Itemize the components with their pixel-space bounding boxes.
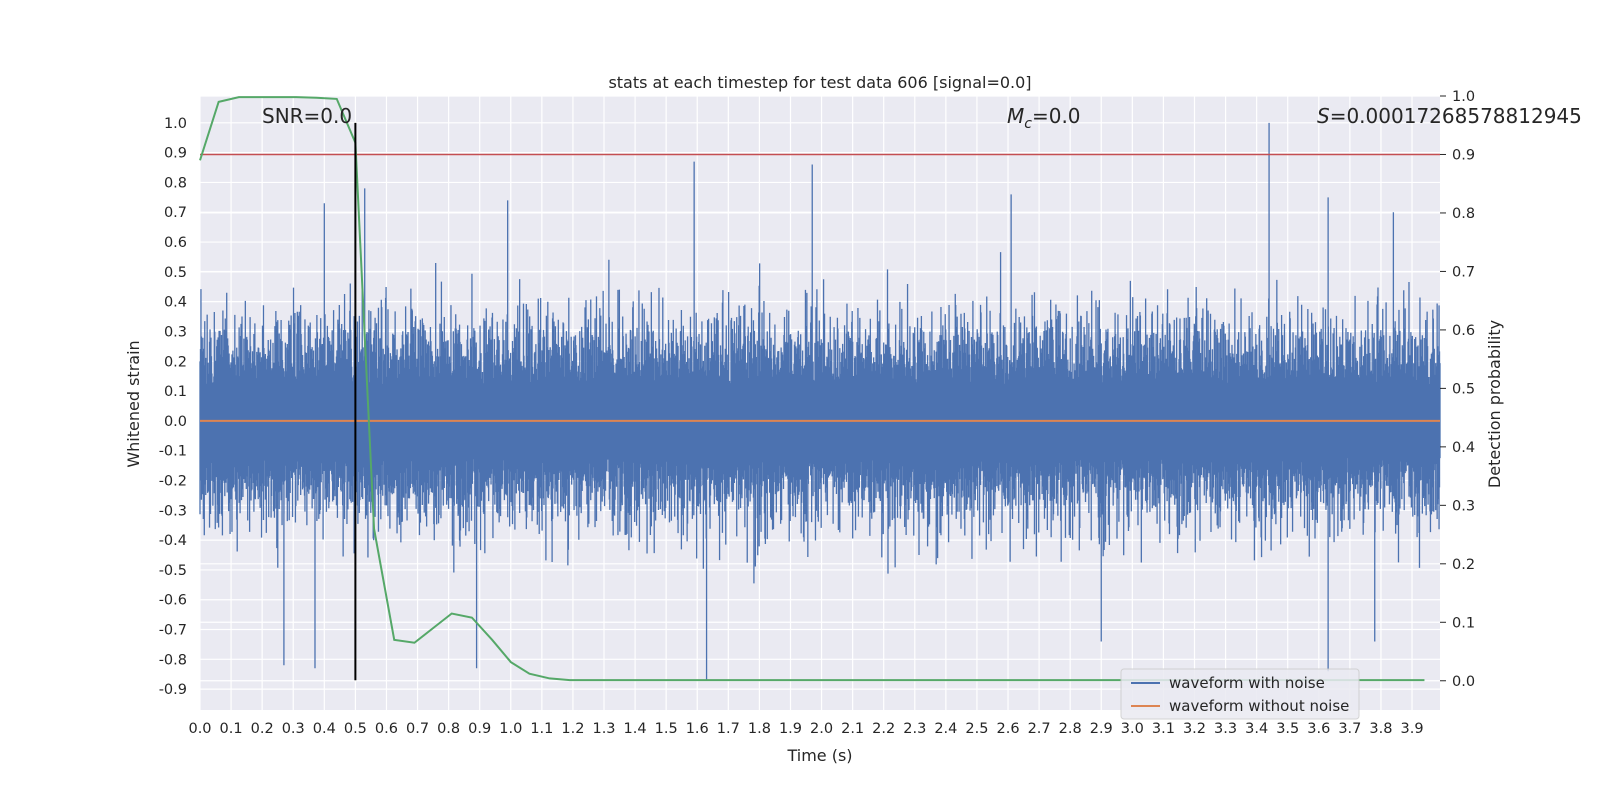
y-tick-label: 0.3 [164,324,187,340]
x-tick-label: 3.7 [1338,721,1361,737]
x-tick-label: 3.1 [1152,721,1175,737]
y-right-tick-label: 0.2 [1452,557,1475,573]
y-right-tick-label: 0.9 [1452,147,1475,163]
x-tick-label: 1.2 [561,721,584,737]
x-tick-label: 1.0 [499,721,522,737]
x-tick-label: 3.5 [1276,721,1299,737]
x-tick-label: 0.7 [406,721,429,737]
y-right-tick-label: 0.4 [1452,440,1475,456]
y-tick-label: -0.5 [159,563,187,579]
x-tick-label: 2.8 [1059,721,1082,737]
y-tick-label: -0.3 [159,503,187,519]
x-tick-label: 0.5 [344,721,367,737]
y-tick-label: 0.0 [164,414,187,430]
y-tick-label: -0.7 [159,623,187,639]
y-tick-label: -0.2 [159,473,187,489]
x-tick-label: 3.8 [1369,721,1392,737]
x-tick-label: 0.9 [468,721,491,737]
y-tick-label: 0.6 [164,235,187,251]
mc-annotation: Mc=0.0 [1007,104,1081,132]
y-tick-label: -0.9 [159,682,187,698]
x-tick-label: 3.0 [1121,721,1144,737]
x-tick-label: 2.7 [1028,721,1051,737]
x-tick-label: 0.6 [375,721,398,737]
series-detection-probability [199,96,1425,682]
x-tick-label: 0.2 [251,721,274,737]
x-tick-label: 2.1 [841,721,864,737]
y-right-tick-label: 0.7 [1452,264,1475,280]
x-tick-label: 1.3 [592,721,615,737]
x-tick-label: 2.3 [903,721,926,737]
y-right-tick-label: 0.3 [1452,498,1475,514]
x-tick-label: 1.5 [655,721,678,737]
x-tick-label: 2.5 [965,721,988,737]
x-tick-label: 1.9 [779,721,802,737]
x-tick-label: 3.3 [1214,721,1237,737]
y-right-tick-label: 0.6 [1452,323,1475,339]
x-tick-label: 1.7 [717,721,740,737]
legend-label-clean: waveform without noise [1169,697,1349,715]
y-right-tick-label: 0.0 [1452,674,1475,690]
y-tick-label: -0.1 [159,444,187,460]
x-tick-label: 1.4 [624,721,647,737]
y-tick-label: 0.5 [164,265,187,281]
y-tick-label: 0.7 [164,205,187,221]
y-right-tick-label: 0.1 [1452,615,1475,631]
y-right-tick-label: 1.0 [1452,89,1475,105]
y-tick-label: -0.8 [159,652,187,668]
x-tick-label: 2.6 [996,721,1019,737]
y-tick-label: 0.8 [164,175,187,191]
y-tick-label: -0.6 [159,593,187,609]
x-axis: 0.0 0.1 0.2 0.3 0.4 0.5 0.6 0.7 0.8 0.9 1.0 1.1 1.2 1… [188,721,1423,737]
x-tick-label: 2.2 [872,721,895,737]
y-right-tick-label: 0.5 [1452,381,1475,397]
y-tick-label: 0.2 [164,354,187,370]
y-tick-label: 0.4 [164,295,187,311]
x-tick-label: 3.4 [1245,721,1268,737]
x-tick-label: 3.2 [1183,721,1206,737]
x-tick-label: 0.3 [282,721,305,737]
x-tick-label: 3.6 [1307,721,1330,737]
y-axis-right-label: Detection probability [1485,320,1504,488]
s-annotation: S=0.00017268578812945 [1317,104,1582,128]
y-right-tick-label: 0.8 [1452,206,1475,222]
y-tick-label: 1.0 [164,116,187,132]
y-tick-label: -0.4 [159,533,187,549]
x-tick-label: 1.1 [530,721,553,737]
x-tick-label: 2.4 [934,721,957,737]
x-tick-label: 0.8 [437,721,460,737]
legend-label-noise: waveform with noise [1169,674,1325,692]
y-tick-label: 0.9 [164,146,187,162]
x-axis-label: Time (s) [786,746,852,765]
legend: waveform with noise waveform without noi… [1120,668,1360,720]
y-axis-left: 1.0 0.9 0.8 0.7 0.6 0.5 0.4 0.3 0.2 0.1 0.0 -0.1 -0.… [159,116,187,698]
x-tick-label: 1.8 [748,721,771,737]
x-tick-label: 1.6 [686,721,709,737]
x-tick-label: 2.9 [1090,721,1113,737]
legend-box [1120,668,1360,720]
x-tick-label: 0.4 [313,721,336,737]
x-tick-label: 2.0 [810,721,833,737]
snr-annotation: SNR=0.0 [262,104,352,128]
y-axis-label: Whitened strain [124,340,143,467]
x-tick-label: 0.1 [220,721,243,737]
x-tick-label: 0.0 [188,721,211,737]
y-axis-right: 1.0 0.9 0.8 0.7 0.6 0.5 0.4 0.3 0.2 0.1 0.0 [1440,89,1475,690]
y-tick-label: 0.1 [164,384,187,400]
chart-title: stats at each timestep for test data 606… [608,73,1031,92]
x-tick-label: 3.9 [1400,721,1423,737]
